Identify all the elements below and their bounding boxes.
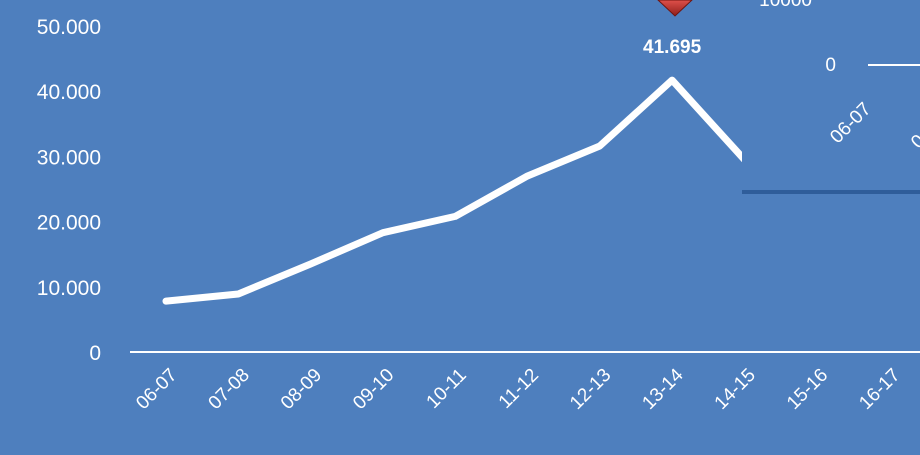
peak-marker-icon: [657, 0, 693, 17]
y-tick-label: 10.000: [37, 277, 101, 300]
x-tick-label: 06-07: [132, 365, 181, 414]
x-axis-ticks: 06-07 07-08 08-09 09-10 10-11 11-12 12-13 13-14…: [132, 364, 904, 414]
x-tick-label: 16-17: [855, 365, 904, 414]
y-tick-label: 20.000: [37, 212, 101, 235]
inset-panel: [742, 0, 920, 192]
data-point: [669, 77, 676, 84]
x-tick-label: 10-11: [423, 365, 471, 413]
y-axis-ticks: 0 10.000 20.000 30.000 40.000 50.000: [37, 16, 101, 365]
data-point: [596, 142, 603, 149]
data-labels: 41.695: [643, 37, 702, 58]
data-point: [379, 229, 386, 236]
x-tick-label: 08-09: [277, 365, 326, 414]
data-point: [452, 213, 459, 220]
x-tick-label: 11-12: [495, 365, 543, 413]
y-tick-label: 40.000: [37, 81, 101, 104]
x-tick-label: 15-16: [783, 365, 832, 414]
x-tick-label: 14-15: [711, 365, 760, 414]
data-point: [163, 298, 169, 305]
data-point: [235, 290, 242, 297]
y-tick-label: 50.000: [37, 16, 101, 39]
data-label: 41.695: [643, 37, 702, 58]
data-point: [307, 260, 314, 267]
y-tick-label: 30.000: [37, 146, 101, 169]
data-point: [524, 172, 531, 179]
inset-ytick-zero: 0: [825, 55, 836, 76]
x-tick-label: 07-08: [205, 365, 254, 414]
x-tick-label: 13-14: [638, 364, 688, 414]
inset-bars: [743, 192, 890, 350]
inset-ytick-top: 10000: [759, 0, 812, 11]
x-tick-label: 09-10: [349, 365, 398, 414]
inset-chart: 10000 0 06-07 0: [742, 0, 920, 194]
y-tick-label: 0: [89, 342, 101, 365]
x-tick-label: 12-13: [566, 365, 615, 414]
